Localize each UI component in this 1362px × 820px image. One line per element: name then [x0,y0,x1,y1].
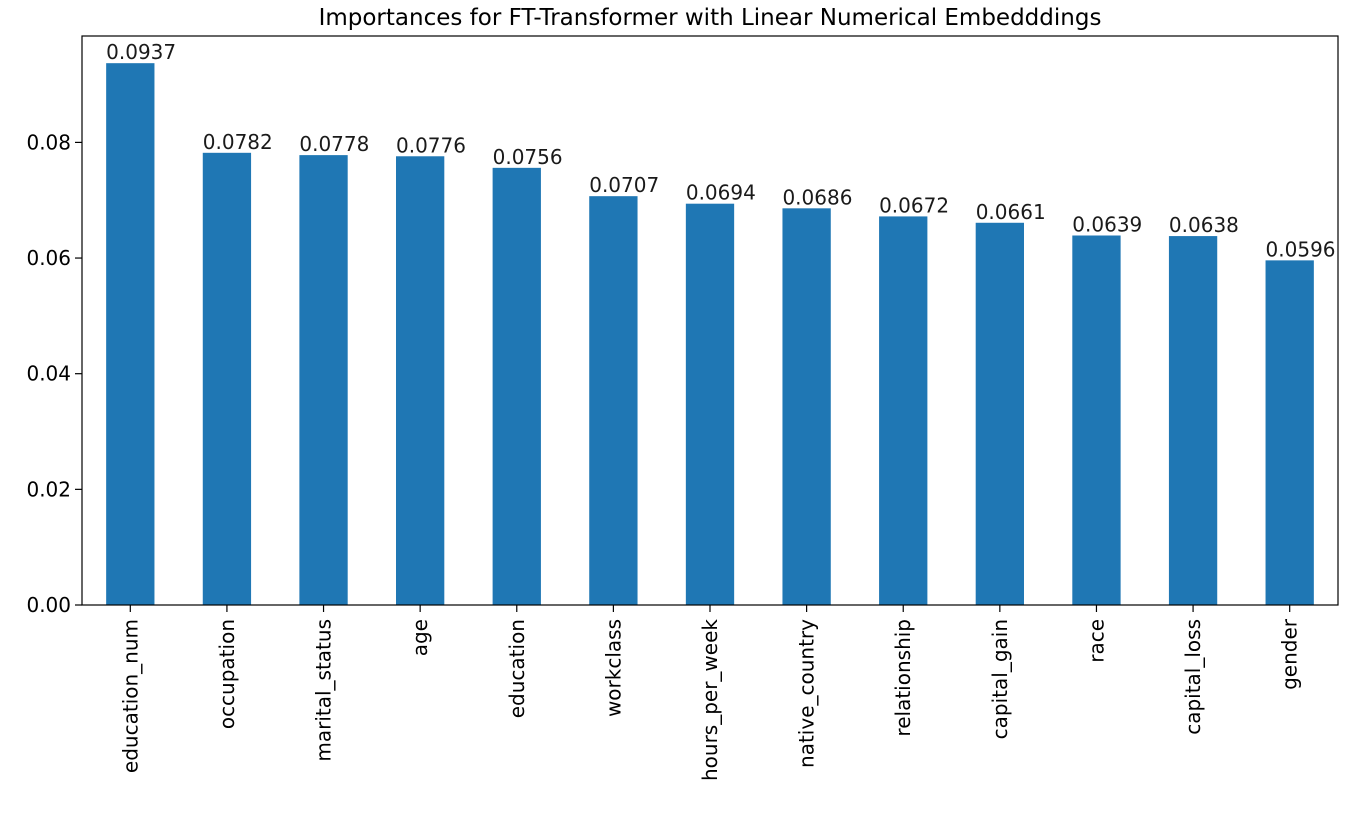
bar-race [1072,235,1121,605]
data-label: 0.0782 [203,130,273,154]
x-tick-label: education_num [118,619,142,773]
y-axis: 0.00 0.02 0.04 0.06 0.08 [26,130,82,617]
bar-education-num [106,63,155,605]
data-label: 0.0596 [1266,237,1336,261]
x-tick-label: race [1084,619,1108,663]
data-label: 0.0638 [1169,213,1239,237]
bar-education [492,167,541,605]
data-label: 0.0778 [299,132,369,156]
x-tick-label: hours_per_week [698,619,722,781]
x-tick-label: age [408,619,432,656]
bar-occupation [202,152,252,605]
y-tick-label: 0.02 [26,477,71,501]
bar-age [396,156,445,605]
bar-native-country [782,208,831,606]
data-labels: 0.0937 0.0782 0.0778 0.0776 0.0756 0.0707 0.06… [106,40,1335,261]
x-tick-label: education [505,619,529,718]
x-tick-label: occupation [215,619,239,729]
data-label: 0.0661 [976,200,1046,224]
bar-workclass [589,196,638,605]
bar-capital-gain [975,222,1024,606]
y-tick-label: 0.08 [26,130,71,154]
data-label: 0.0707 [589,173,659,197]
bar-capital-loss [1168,236,1218,606]
data-label: 0.0672 [879,193,949,217]
data-label: 0.0776 [396,133,466,157]
bar-gender [1265,260,1314,605]
data-label: 0.0686 [782,185,852,209]
x-tick-label: capital_loss [1181,619,1205,735]
x-tick-label: relationship [891,619,915,737]
data-label: 0.0639 [1072,212,1142,236]
plot-frame [81,35,1339,606]
x-tick-label: gender [1278,618,1302,690]
data-label: 0.0694 [686,181,756,205]
x-tick-label: capital_gain [988,619,1012,739]
bar-marital-status [299,155,348,605]
data-label: 0.0937 [106,40,176,64]
x-tick-label: workclass [601,619,625,717]
bar-relationship [879,216,928,606]
y-tick-label: 0.04 [26,362,71,386]
y-tick-label: 0.06 [26,246,71,270]
x-tick-label: native_country [795,619,819,768]
x-axis: education_num occupation marital_status age… [118,605,1302,781]
y-tick-label: 0.00 [26,593,71,617]
chart-title: Importances for FT-Transformer with Line… [319,5,1102,31]
data-label: 0.0756 [493,145,563,169]
bar-hours-per-week [685,203,735,605]
x-tick-label: marital_status [312,619,336,762]
bars [106,63,1314,606]
